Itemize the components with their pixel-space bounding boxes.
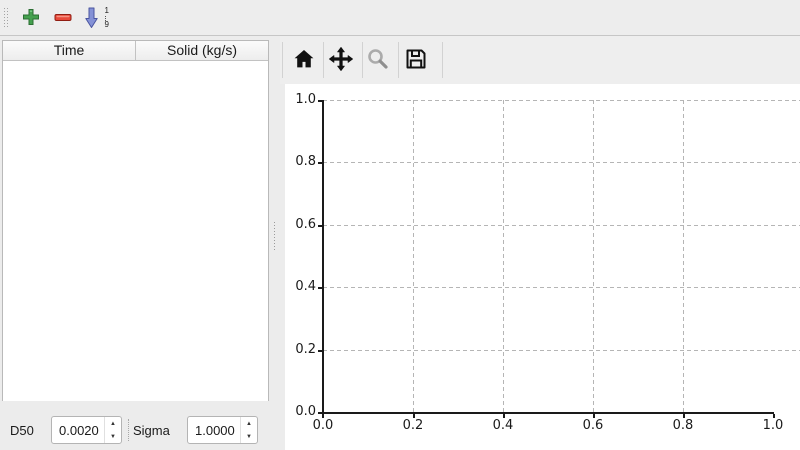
column-header-time[interactable]: Time: [3, 41, 136, 60]
magnifier-icon: [366, 47, 390, 74]
x-tick: [503, 414, 505, 418]
x-tick-label: 0.2: [402, 418, 424, 433]
plot-nav-toolbar: [280, 36, 800, 84]
save-icon: [404, 47, 428, 74]
add-row-button[interactable]: [18, 5, 44, 31]
sort-ascending-icon: 1 9: [85, 7, 109, 29]
gridline-horizontal: [323, 225, 800, 226]
y-tick-label: 0.2: [295, 342, 316, 357]
sigma-spin-buttons: ▲ ▼: [240, 417, 257, 443]
x-tick-label: 1.0: [762, 418, 784, 433]
gridline-vertical: [683, 100, 684, 412]
toolbar-separator: [323, 42, 324, 78]
x-tick-label: 0.6: [582, 418, 604, 433]
panel-splitter[interactable]: [271, 36, 280, 450]
home-icon: [292, 47, 316, 74]
y-tick: [318, 287, 322, 289]
sigma-label: Sigma: [133, 423, 170, 438]
sigma-spin-down-icon[interactable]: ▼: [241, 430, 257, 443]
table-header: Time Solid (kg/s): [3, 41, 268, 61]
param-separator: [128, 419, 129, 441]
d50-label: D50: [10, 423, 34, 438]
remove-row-button[interactable]: [50, 5, 76, 31]
sort-ascending-button[interactable]: 1 9: [82, 5, 112, 31]
pan-button[interactable]: [324, 43, 358, 77]
d50-spinbox: ▲ ▼: [51, 416, 122, 444]
toolbar-separator: [282, 42, 283, 78]
x-tick: [413, 414, 415, 418]
splitter-handle-icon: [274, 222, 276, 250]
y-tick: [318, 412, 322, 414]
sigma-input[interactable]: [188, 417, 240, 443]
y-tick: [318, 350, 322, 352]
parameter-row: D50 ▲ ▼ Sigma ▲ ▼: [0, 411, 271, 450]
y-tick: [318, 100, 322, 102]
pan-icon: [328, 46, 354, 75]
y-tick: [318, 162, 322, 164]
y-axis-spine: [322, 100, 324, 413]
y-tick: [318, 225, 322, 227]
x-tick-label: 0.4: [492, 418, 514, 433]
x-tick: [322, 414, 324, 418]
plot-canvas[interactable]: 1.0 0.8 0.6 0.4 0.2 0.0 0.0 0.2 0.4 0.6 …: [285, 84, 800, 450]
zoom-button[interactable]: [361, 43, 395, 77]
x-axis-spine: [322, 412, 774, 414]
left-panel: Time Solid (kg/s) D50 ▲ ▼ Sigma ▲ ▼: [0, 36, 271, 450]
y-tick-label: 0.8: [295, 154, 316, 169]
gridline-horizontal: [323, 287, 800, 288]
plus-icon: [22, 8, 40, 29]
gridline-horizontal: [323, 350, 800, 351]
y-tick-label: 0.6: [295, 217, 316, 232]
gridline-horizontal: [323, 100, 800, 101]
x-tick-label: 0.8: [672, 418, 694, 433]
sort-number-one: 1: [104, 6, 109, 15]
gridline-horizontal: [323, 162, 800, 163]
d50-spin-up-icon[interactable]: ▲: [105, 417, 121, 430]
sigma-spinbox: ▲ ▼: [187, 416, 258, 444]
toolbar-separator: [442, 42, 443, 78]
sort-number-nine: 9: [104, 20, 109, 29]
x-tick: [593, 414, 595, 418]
sigma-spin-up-icon[interactable]: ▲: [241, 417, 257, 430]
home-button[interactable]: [287, 43, 321, 77]
y-tick-label: 0.0: [295, 404, 316, 419]
x-tick: [773, 414, 775, 418]
sort-dots: [105, 16, 106, 21]
toolbar-drag-handle[interactable]: [3, 8, 9, 29]
d50-spin-buttons: ▲ ▼: [104, 417, 121, 443]
toolbar-separator: [362, 42, 363, 78]
plot-panel: 1.0 0.8 0.6 0.4 0.2 0.0 0.0 0.2 0.4 0.6 …: [280, 36, 800, 450]
column-header-solid[interactable]: Solid (kg/s): [166, 42, 238, 58]
minus-icon: [54, 11, 72, 26]
toolbar-separator: [398, 42, 399, 78]
gridline-vertical: [503, 100, 504, 412]
main-toolbar: 1 9: [0, 0, 800, 36]
x-tick-label: 0.0: [312, 418, 334, 433]
x-tick: [683, 414, 685, 418]
d50-input[interactable]: [52, 417, 104, 443]
gridline-vertical: [413, 100, 414, 412]
d50-spin-down-icon[interactable]: ▼: [105, 430, 121, 443]
y-tick-label: 1.0: [295, 92, 316, 107]
time-solid-table: Time Solid (kg/s): [2, 40, 269, 401]
table-body[interactable]: [3, 61, 268, 401]
save-button[interactable]: [399, 43, 433, 77]
gridline-vertical: [593, 100, 594, 412]
y-tick-label: 0.4: [295, 279, 316, 294]
